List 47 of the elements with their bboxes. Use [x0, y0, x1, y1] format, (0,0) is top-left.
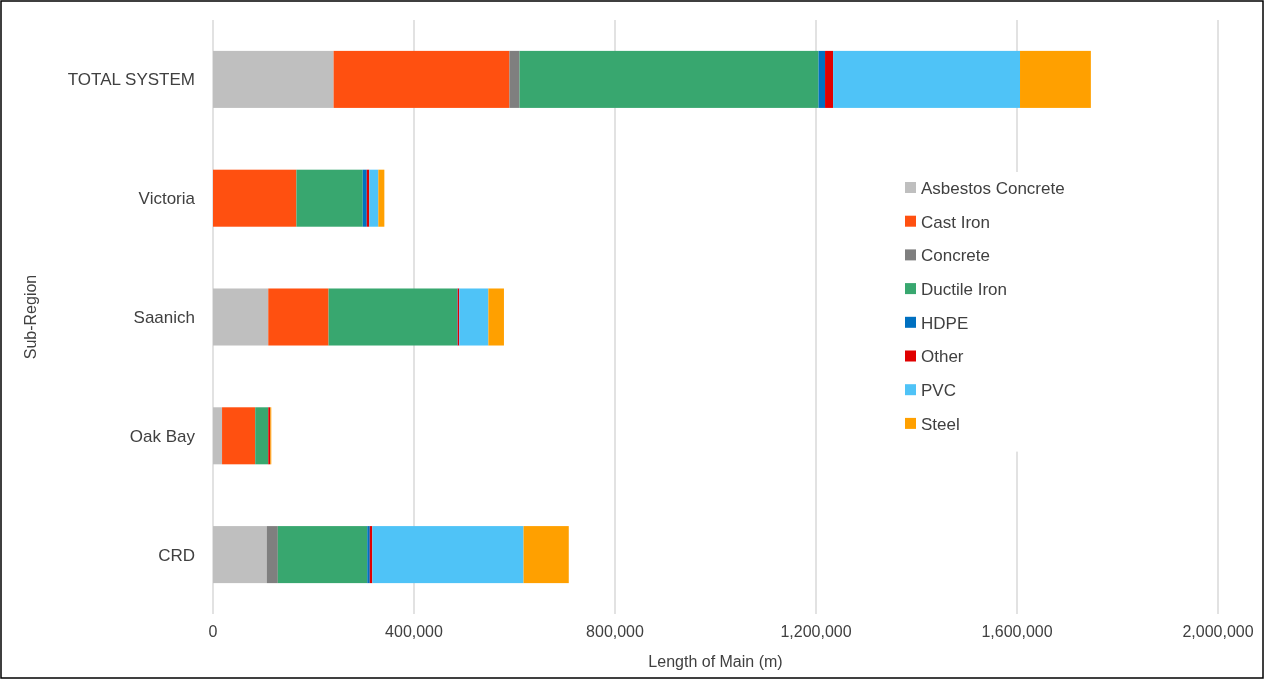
legend-label: Ductile Iron	[921, 280, 1007, 300]
y-tick-label: Victoria	[138, 189, 196, 209]
legend-label: Cast Iron	[921, 212, 990, 232]
bar	[825, 50, 834, 108]
bar	[362, 169, 367, 227]
bar	[818, 50, 826, 108]
bar	[222, 407, 256, 465]
bar	[213, 288, 269, 346]
x-tick-label: 1,200,000	[780, 623, 852, 640]
legend-label: Concrete	[921, 246, 990, 266]
bar	[523, 526, 569, 584]
x-tick-label: 0	[208, 623, 218, 640]
bar	[277, 526, 368, 584]
legend-label: Other	[921, 347, 964, 367]
y-tick-label: CRD	[158, 545, 195, 565]
x-tick-label: 800,000	[586, 623, 645, 640]
bar	[519, 50, 819, 108]
bar	[213, 526, 267, 584]
bar	[213, 407, 223, 465]
legend-label: Steel	[921, 414, 960, 434]
bar	[266, 526, 278, 584]
bar	[268, 288, 329, 346]
bar	[369, 169, 379, 227]
bar	[488, 288, 504, 346]
bar	[213, 50, 334, 108]
x-tick-label: 2,000,000	[1182, 623, 1254, 640]
y-tick-label: Oak Bay	[129, 426, 196, 446]
y-tick-label: Saanich	[133, 307, 195, 327]
bar	[213, 169, 297, 227]
x-tick-label: 1,600,000	[981, 623, 1053, 640]
legend-label: PVC	[921, 381, 956, 401]
bar	[255, 407, 269, 465]
legend-label: Asbestos Concrete	[921, 178, 1065, 198]
bar	[328, 288, 458, 346]
y-tick-label: TOTAL SYSTEM	[67, 70, 195, 90]
bar	[459, 288, 489, 346]
bar	[378, 169, 385, 227]
bar	[1020, 50, 1091, 108]
y-axis-title: Sub-Region	[22, 274, 39, 360]
bar	[509, 50, 520, 108]
x-tick-label: 400,000	[385, 623, 444, 640]
bar	[333, 50, 510, 108]
x-axis-title: Length of Main (m)	[648, 653, 783, 670]
legend-label: HDPE	[921, 313, 969, 333]
bar	[296, 169, 363, 227]
bar	[833, 50, 1021, 108]
bar	[372, 526, 524, 584]
